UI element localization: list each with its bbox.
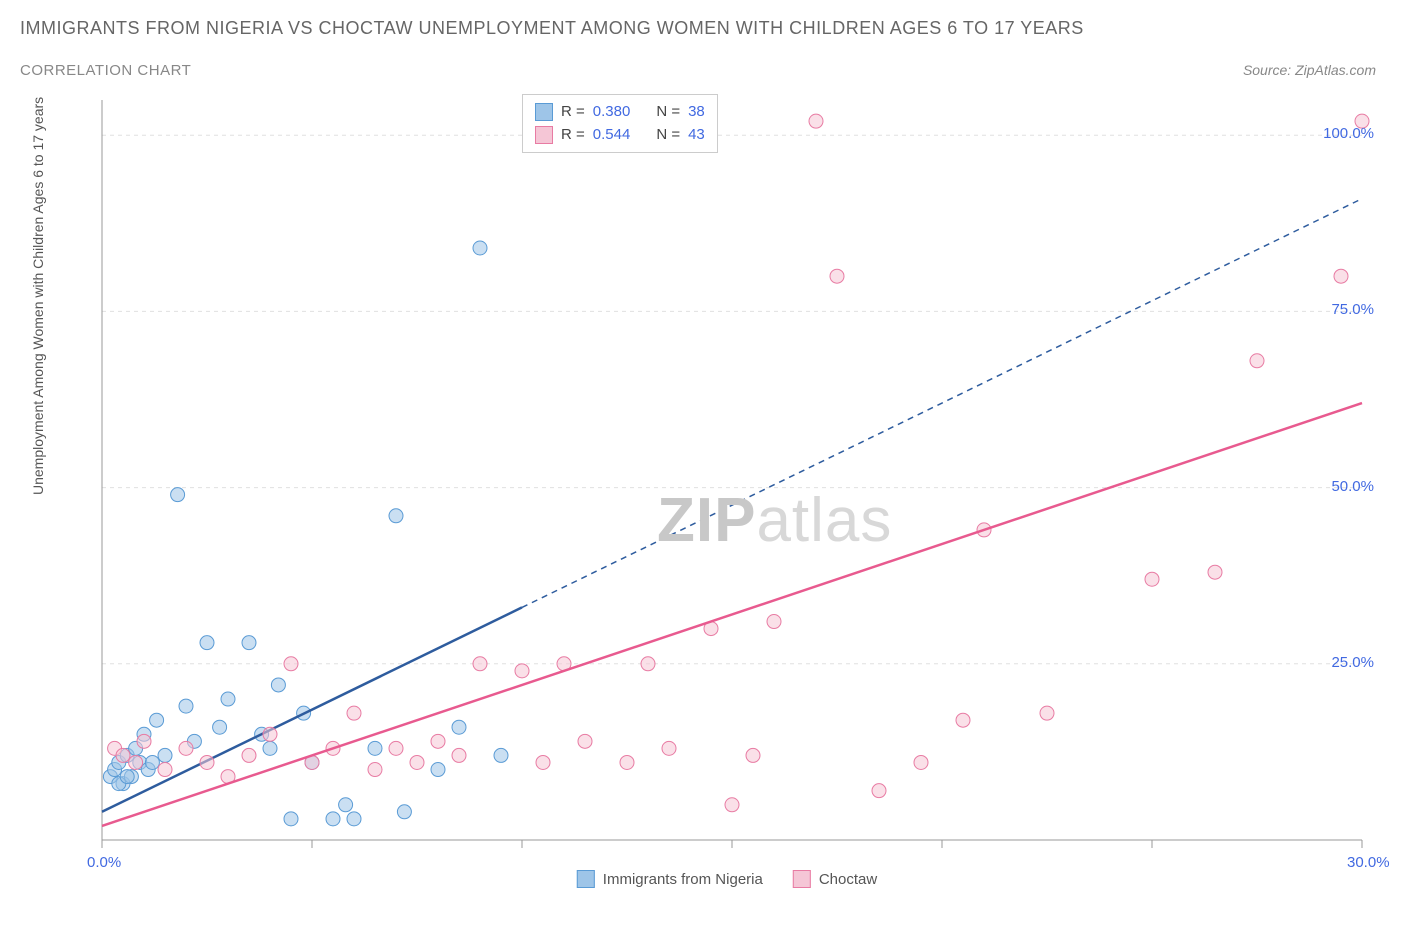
y-axis-label: Unemployment Among Women with Children A…: [30, 97, 46, 495]
legend: Immigrants from Nigeria Choctaw: [577, 870, 877, 888]
y-tick-label: 100.0%: [1323, 125, 1374, 142]
correlation-box: R = 0.380 N = 38 R = 0.544 N = 43: [522, 94, 718, 153]
y-tick-label: 25.0%: [1331, 654, 1374, 671]
legend-item: Immigrants from Nigeria: [577, 870, 763, 888]
legend-label: Immigrants from Nigeria: [603, 871, 763, 888]
r-value: 0.544: [593, 124, 631, 147]
y-tick-label: 50.0%: [1331, 478, 1374, 495]
source-attribution: Source: ZipAtlas.com: [1243, 62, 1376, 78]
n-value: 38: [688, 101, 705, 124]
series-swatch: [535, 103, 553, 121]
legend-label: Choctaw: [819, 871, 877, 888]
legend-swatch: [793, 870, 811, 888]
legend-item: Choctaw: [793, 870, 877, 888]
r-value: 0.380: [593, 101, 631, 124]
r-label: R =: [561, 124, 585, 147]
chart-container: R =0.380N =38R =0.544N =43 ZIPatlas 25.0…: [72, 90, 1382, 890]
series-swatch: [535, 126, 553, 144]
correlation-row: R = 0.380 N = 38: [535, 101, 705, 124]
r-label: R =: [561, 101, 585, 124]
scatter-chart: [72, 90, 1382, 890]
correlation-row: R = 0.544 N = 43: [535, 124, 705, 147]
chart-subtitle: CORRELATION CHART: [20, 62, 191, 79]
n-label: N =: [656, 124, 680, 147]
n-value: 43: [688, 124, 705, 147]
y-tick-label: 75.0%: [1331, 301, 1374, 318]
x-tick-label: 30.0%: [1347, 854, 1390, 871]
legend-swatch: [577, 870, 595, 888]
x-tick-label: 0.0%: [87, 854, 121, 871]
n-label: N =: [656, 101, 680, 124]
chart-title: IMMIGRANTS FROM NIGERIA VS CHOCTAW UNEMP…: [20, 18, 1084, 39]
